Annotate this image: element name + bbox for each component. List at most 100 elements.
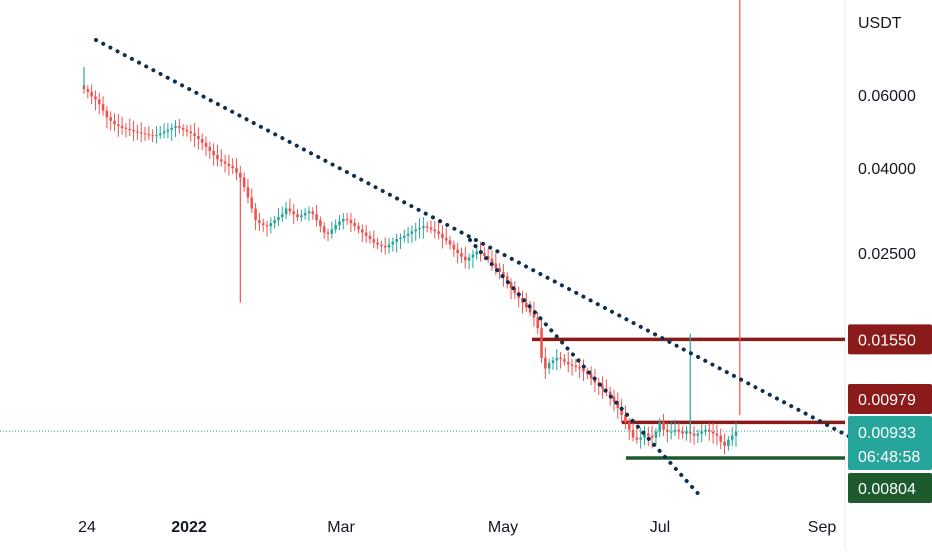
price-tag-0-00979[interactable]: 0.00979 [848,384,932,414]
candle [544,347,547,380]
candle [357,222,360,234]
candle [566,351,570,373]
candle [307,206,311,222]
candle [303,208,307,220]
candle [631,421,635,442]
price-tag-0-00804-text: 0.00804 [858,481,916,498]
trendlines [94,38,852,500]
candle [513,280,517,300]
candle [113,113,116,132]
candle [109,111,112,131]
candle [414,222,418,241]
candle [86,85,90,99]
candle [574,359,578,372]
candle [696,429,700,444]
candle [300,209,303,222]
candle [155,126,158,144]
x-tick-label: May [488,519,518,536]
candle [563,354,566,366]
candle [627,418,631,441]
candle [231,158,235,174]
candle [719,428,723,450]
candle [361,224,364,242]
trendline-1[interactable] [94,38,852,439]
candle [197,127,200,150]
candle [669,421,673,440]
candle [338,215,341,231]
candle [124,123,128,138]
candle [193,122,196,148]
candle [250,188,254,213]
candle [517,286,520,308]
candle [524,292,528,312]
currency-label: USDT [858,15,902,32]
candle [315,204,318,227]
candle [170,123,173,141]
candle [559,352,562,369]
candle [273,215,276,229]
x-tick-label: Jul [650,519,670,536]
candle [208,141,212,160]
candle [654,428,658,446]
price-axis: USDT 0.06000 0.04000 0.02500 [858,15,916,263]
candle [105,105,109,129]
candle [666,422,669,443]
candle [219,149,223,167]
candle [402,229,406,243]
candle [444,227,448,245]
x-tick-label: 24 [78,519,96,536]
candle [441,225,444,249]
candle [94,90,97,111]
candle [456,242,459,264]
candle [139,122,143,142]
candle [292,204,296,224]
candle [425,221,429,233]
candle [452,240,456,257]
candle [258,212,261,231]
candle [216,144,219,167]
candle [582,359,585,382]
candle [376,237,379,249]
candle [570,358,574,376]
candle [490,250,494,271]
candle [624,405,627,430]
candle [158,125,162,139]
candle [319,216,322,233]
candle [151,129,154,143]
candle [128,118,132,137]
candle [90,84,93,105]
candle [368,231,372,244]
candle [269,217,273,234]
candle [280,206,284,223]
candle [734,422,738,447]
candle [227,154,231,176]
candle [658,418,662,438]
y-tick-label: 0.06000 [858,88,916,105]
candle [162,123,166,139]
candle [235,158,238,181]
price-tag-0-00804[interactable]: 0.00804 [848,473,932,503]
trendline-2[interactable] [468,238,704,500]
candle [677,422,681,440]
candle [460,247,463,263]
candle [322,222,326,239]
candle [364,224,368,243]
candle [334,219,337,234]
current-price-tag[interactable]: 0.00933 06:48:58 [848,416,932,470]
candle [471,249,475,269]
candle [727,435,730,451]
candle [132,120,135,141]
candle [387,237,391,254]
candle [147,126,151,140]
candle [345,212,349,225]
candle [700,424,703,443]
candle [551,356,555,370]
candle [685,425,688,441]
candle [616,392,620,419]
candle [189,124,193,142]
candle [635,428,639,444]
candle [715,424,719,446]
candle [422,216,425,239]
price-tag-0-01550[interactable]: 0.01550 [848,324,932,355]
